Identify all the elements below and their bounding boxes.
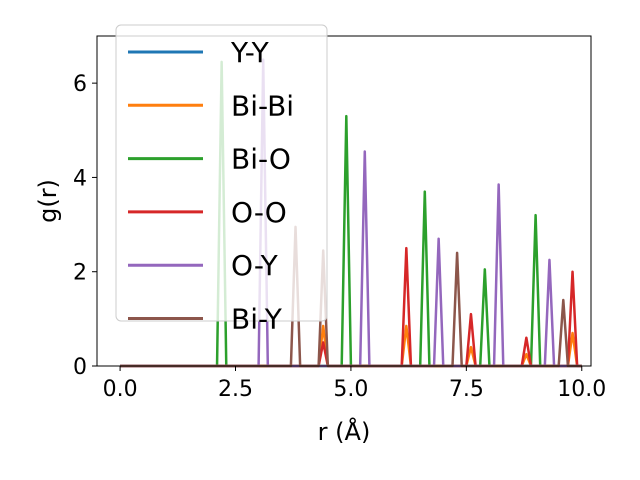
x-axis-label: r (Å) xyxy=(318,417,371,446)
y-tick-label: 6 xyxy=(73,72,87,97)
x-axis: 0.0 2.5 5.0 7.5 10.0 xyxy=(103,366,606,402)
legend-box xyxy=(115,24,328,322)
x-tick-label: 2.5 xyxy=(218,377,253,402)
y-axis-label: g(r) xyxy=(34,179,62,223)
legend-label: Y-Y xyxy=(230,36,270,69)
legend: Y-Y Bi-Bi Bi-O O-O O-Y Bi-Y xyxy=(115,24,328,336)
y-tick-label: 2 xyxy=(73,261,87,286)
x-tick-label: 5.0 xyxy=(333,377,368,402)
legend-label: Bi-Y xyxy=(231,303,283,336)
x-tick-label: 0.0 xyxy=(103,377,138,402)
plot-frame xyxy=(96,35,592,367)
x-tick-label: 10.0 xyxy=(557,377,606,402)
y-tick-label: 4 xyxy=(73,166,87,191)
legend-label: O-O xyxy=(231,196,287,229)
legend-label: Bi-Bi xyxy=(231,89,294,122)
y-tick-label: 0 xyxy=(73,355,87,380)
legend-label: Bi-O xyxy=(231,143,291,176)
legend-label: O-Y xyxy=(231,249,279,282)
x-tick-label: 7.5 xyxy=(449,377,484,402)
y-axis: 0 2 4 6 xyxy=(73,72,97,380)
